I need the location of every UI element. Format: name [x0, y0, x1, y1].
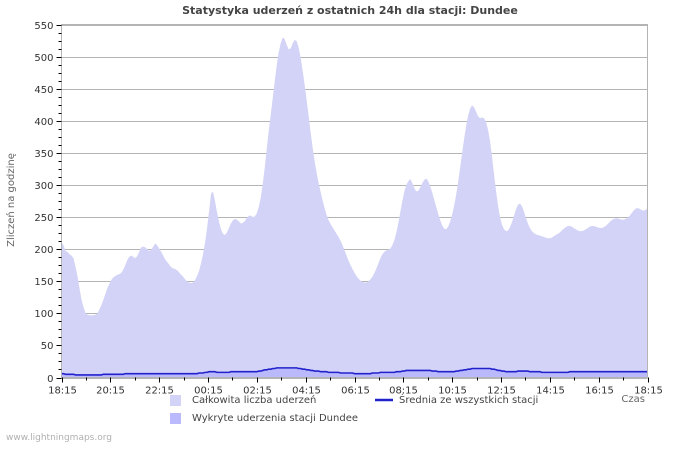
legend-item-label: Średnia ze wszystkich stacji	[399, 393, 538, 406]
legend-swatch	[170, 395, 181, 406]
y-tick-label: 550	[34, 21, 53, 32]
y-tick-label: 350	[34, 149, 53, 160]
y-tick-label: 250	[34, 213, 53, 224]
x-tick-label: 20:15	[96, 386, 125, 397]
series-area	[61, 37, 648, 378]
y-tick-label: 500	[34, 53, 53, 64]
chart-title: Statystyka uderzeń z ostatnich 24h dla s…	[182, 4, 518, 17]
x-tick-label: 18:15	[634, 386, 663, 397]
x-axis-title: Czas	[621, 394, 645, 405]
y-tick-label: 100	[34, 309, 53, 320]
y-tick-label: 200	[34, 245, 53, 256]
x-tick-label: 08:15	[389, 386, 418, 397]
legend-item-label: Wykryte uderzenia stacji Dundee	[192, 413, 358, 424]
x-axis-ticks: 18:15 20:15 22:15 00:15 02:15 04:15 06:15 08:15…	[48, 377, 663, 397]
series-area	[61, 367, 648, 378]
y-axis-ticks: 0 50 100 150 200 250 300 350 400 450 500 550	[34, 21, 62, 385]
y-tick-label: 0	[47, 374, 53, 385]
x-tick-label: 04:15	[292, 386, 321, 397]
x-tick-label: 16:15	[585, 386, 614, 397]
y-tick-label: 50	[41, 341, 54, 352]
y-tick-label: 150	[34, 277, 53, 288]
y-tick-label: 300	[34, 181, 53, 192]
x-tick-label: 12:15	[487, 386, 516, 397]
x-tick-label: 10:15	[438, 386, 467, 397]
x-tick-label: 06:15	[341, 386, 370, 397]
x-tick-label: 00:15	[194, 386, 223, 397]
footer-url: www.lightningmaps.org	[6, 433, 112, 443]
y-axis-title: Zliczeń na godzinę	[5, 153, 17, 247]
legend-swatch	[170, 413, 181, 424]
x-tick-label: 14:15	[536, 386, 565, 397]
chart-legend: Całkowita liczba uderzeń Średnia ze wszys…	[170, 393, 538, 424]
series-line	[61, 367, 648, 376]
y-tick-label: 400	[34, 117, 53, 128]
legend-item-label: Całkowita liczba uderzeń	[192, 394, 316, 406]
x-tick-label: 18:15	[48, 386, 77, 397]
x-tick-label: 02:15	[243, 386, 272, 397]
y-tick-label: 450	[34, 85, 53, 96]
series-areas	[61, 37, 648, 378]
x-tick-label: 22:15	[145, 386, 174, 397]
